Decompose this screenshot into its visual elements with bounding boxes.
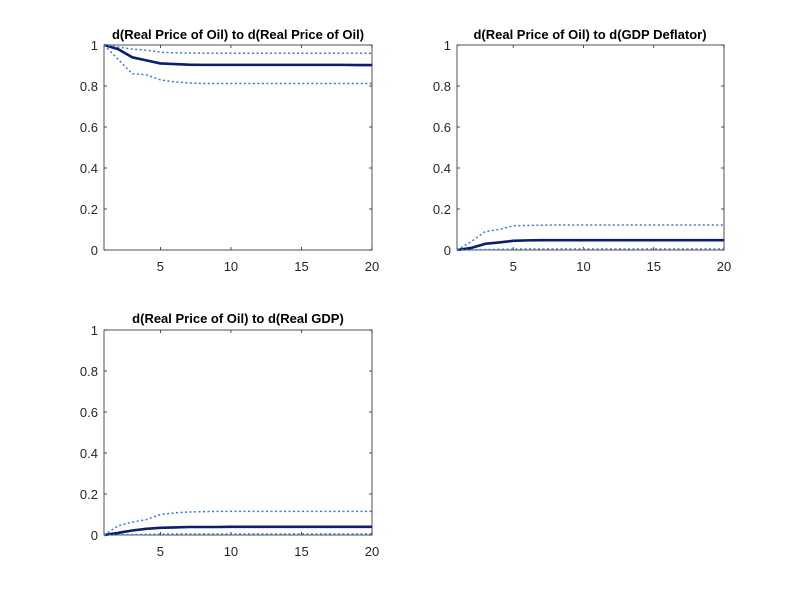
x-tick-label: 10 xyxy=(576,259,590,274)
x-tick-label: 5 xyxy=(157,259,164,274)
y-tick-label: 0.6 xyxy=(80,405,98,420)
median-response-line xyxy=(456,238,724,252)
x-tick-label: 15 xyxy=(647,259,661,274)
y-tick-label: 0.6 xyxy=(433,120,451,135)
x-tick-label: 20 xyxy=(365,544,379,559)
x-tick-label: 10 xyxy=(224,544,238,559)
axes-box xyxy=(103,329,373,536)
x-tick-label: 5 xyxy=(510,259,517,274)
y-tick-label: 0 xyxy=(91,528,98,543)
upper-band-line xyxy=(456,224,724,251)
y-tick-label: 0.4 xyxy=(80,446,98,461)
y-tick-label: 1 xyxy=(91,323,98,338)
x-tick-label: 20 xyxy=(717,259,731,274)
x-tick-label: 5 xyxy=(157,544,164,559)
subplot-title: d(Real Price of Oil) to d(Real GDP) xyxy=(132,311,344,326)
y-tick-label: 0.4 xyxy=(80,161,98,176)
y-tick-label: 0.4 xyxy=(433,161,451,176)
median-response-line xyxy=(103,525,372,537)
y-tick-label: 0.2 xyxy=(433,202,451,217)
subplot-oil-to-oil: d(Real Price of Oil) to d(Real Price of … xyxy=(80,27,379,274)
axes-box xyxy=(103,44,373,251)
subplot-title: d(Real Price of Oil) to d(Real Price of … xyxy=(112,27,364,42)
y-tick-label: 1 xyxy=(444,38,451,53)
y-tick-label: 0.8 xyxy=(433,79,451,94)
y-tick-label: 1 xyxy=(91,38,98,53)
x-tick-label: 15 xyxy=(294,544,308,559)
y-tick-label: 0.8 xyxy=(80,79,98,94)
axes-box xyxy=(456,44,725,251)
x-tick-label: 20 xyxy=(365,259,379,274)
subplot-oil-to-real-gdp: d(Real Price of Oil) to d(Real GDP) 0 0.2… xyxy=(80,311,379,559)
y-tick-label: 0.2 xyxy=(80,202,98,217)
y-tick-label: 0 xyxy=(91,243,98,258)
y-tick-label: 0 xyxy=(444,243,451,258)
y-tick-label: 0.8 xyxy=(80,364,98,379)
y-tick-label: 0.6 xyxy=(80,120,98,135)
subplot-title: d(Real Price of Oil) to d(GDP Deflator) xyxy=(473,27,706,42)
y-tick-label: 0.2 xyxy=(80,487,98,502)
x-tick-label: 10 xyxy=(224,259,238,274)
subplot-oil-to-gdp-deflator: d(Real Price of Oil) to d(GDP Deflator) … xyxy=(433,27,731,274)
upper-band-line xyxy=(103,44,372,54)
median-response-line xyxy=(103,43,372,67)
x-tick-label: 15 xyxy=(294,259,308,274)
